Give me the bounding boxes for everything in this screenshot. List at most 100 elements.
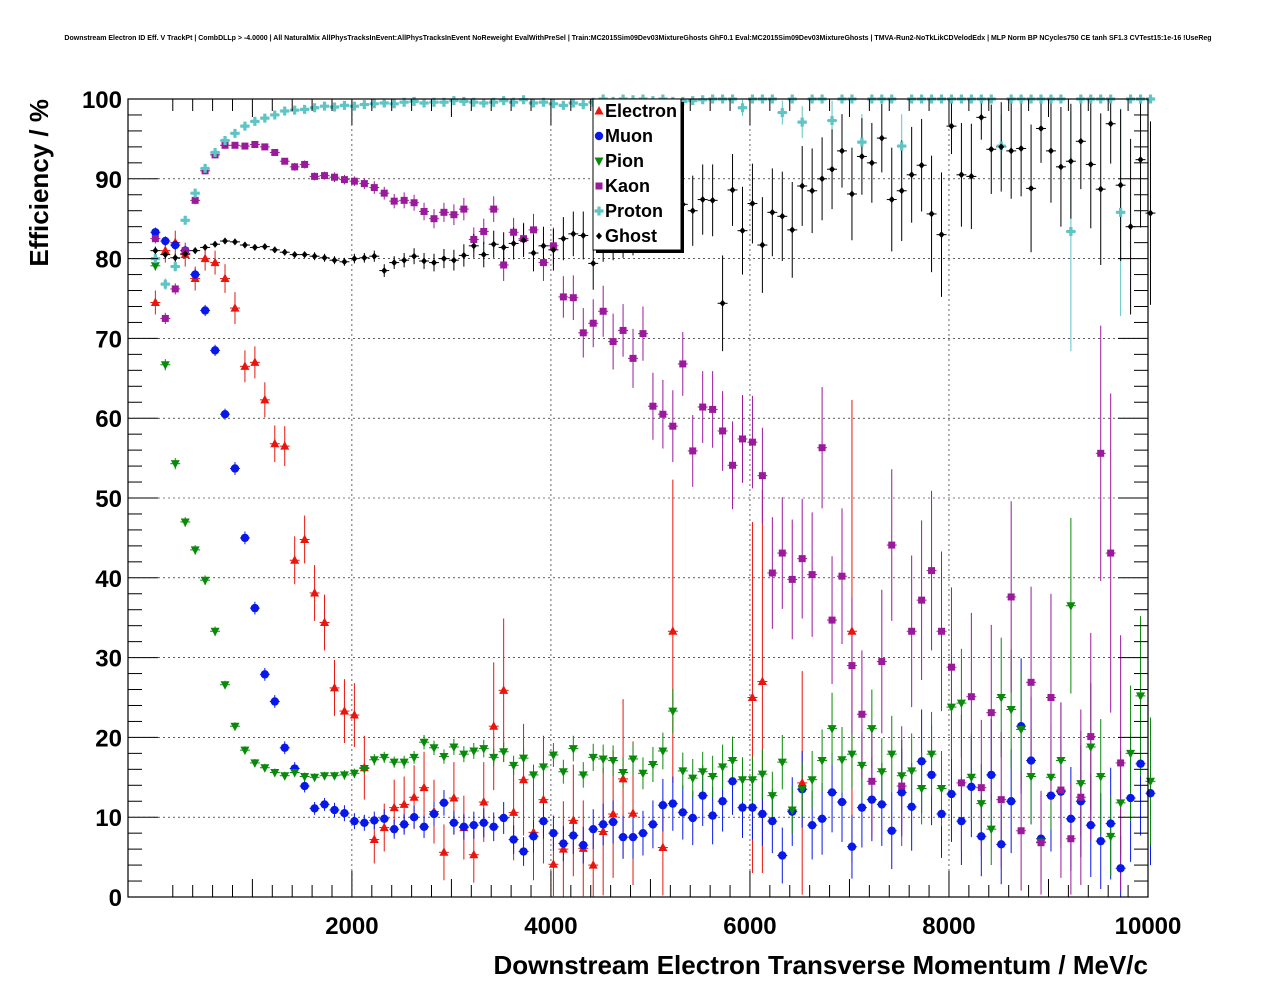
kaon-marker (281, 157, 289, 165)
pion-marker (887, 750, 897, 760)
kaon-marker (400, 196, 408, 204)
pion-marker (320, 772, 330, 781)
muon-marker (628, 832, 638, 842)
ghost-marker (580, 231, 587, 239)
muon-marker (171, 240, 180, 250)
muon-marker (997, 840, 1006, 849)
kaon-marker (987, 709, 995, 717)
electron-marker (757, 676, 767, 686)
ghost-marker (480, 251, 487, 259)
muon-marker (618, 832, 628, 842)
proton-marker (190, 188, 200, 198)
pion-marker (1066, 602, 1076, 611)
y-tick-label: 30 (95, 646, 122, 673)
ghost-marker (431, 259, 437, 267)
proton-marker (429, 97, 439, 107)
pion-marker (678, 767, 688, 776)
pion-marker (937, 784, 947, 794)
muon-marker (220, 410, 230, 419)
muon-marker (1026, 756, 1036, 765)
proton-marker (419, 98, 429, 108)
proton-marker (280, 106, 290, 116)
pion-marker (588, 753, 598, 763)
pion-marker (907, 767, 917, 776)
electron-marker (668, 626, 678, 635)
pion-marker (867, 725, 877, 734)
legend-muon-label: Muon (605, 126, 653, 146)
electron-marker (598, 826, 608, 836)
ghost-marker (411, 252, 418, 260)
pion-marker (499, 748, 509, 757)
ghost-marker (351, 255, 358, 263)
ghost-marker (719, 299, 726, 307)
kaon-marker (888, 541, 896, 549)
kaon-marker (977, 784, 985, 792)
legend-kaon-marker (595, 182, 603, 190)
y-tick-label: 0 (109, 885, 122, 912)
kaon-marker (828, 616, 836, 624)
kaon-marker (241, 142, 249, 150)
tick-labels: 2000 4000 6000 8000 10000 0 10 20 30 40 50 60 70 80 90… (82, 87, 1181, 940)
kaon-marker (530, 226, 538, 234)
kaon-marker (1117, 759, 1125, 767)
kaon-marker (928, 567, 936, 575)
ghost-marker (182, 250, 189, 258)
pion-marker (976, 800, 986, 809)
muon-marker (1086, 820, 1095, 830)
ghost-marker (281, 248, 288, 256)
pion-marker (469, 747, 479, 756)
ghost-marker (401, 256, 408, 264)
pion-marker (230, 722, 240, 732)
kaon-marker (380, 189, 388, 197)
kaon-marker (629, 354, 637, 362)
electron-marker (658, 842, 668, 852)
grid-lines (128, 99, 1149, 897)
ghost-marker (988, 145, 995, 153)
pion-marker (250, 759, 260, 768)
ghost-marker (769, 208, 776, 216)
ghost-marker (1097, 185, 1104, 193)
proton-marker (519, 95, 529, 105)
ghost-marker (500, 243, 507, 251)
muon-marker (240, 533, 250, 543)
legend-pion-label: Pion (605, 151, 644, 171)
pion-marker (797, 785, 807, 795)
ghost-marker (878, 134, 885, 142)
proton-marker (260, 113, 270, 123)
muon-marker (360, 818, 369, 827)
muon-marker (698, 791, 707, 800)
pion-marker (747, 776, 757, 785)
pion-marker (1056, 757, 1066, 766)
ghost-marker (1028, 184, 1035, 192)
ghost-marker (888, 196, 895, 204)
legend-kaon-label: Kaon (605, 176, 650, 196)
proton-marker (230, 128, 240, 138)
kaon-marker (957, 779, 965, 787)
muon-marker (260, 670, 270, 679)
muon-marker (748, 803, 757, 812)
ghost-marker (381, 267, 388, 275)
ghost-marker (709, 196, 716, 204)
muon-marker (718, 797, 727, 806)
pion-marker (1006, 705, 1016, 715)
pion-marker (837, 756, 847, 765)
kaon-marker (729, 461, 737, 469)
electron-marker (419, 782, 429, 792)
muon-marker (638, 828, 648, 838)
pion-marker (1086, 743, 1096, 752)
proton-marker (857, 137, 867, 147)
ghost-marker (759, 241, 766, 249)
electron-marker (558, 844, 568, 853)
electron-marker (150, 297, 160, 306)
pion-marker (608, 757, 618, 766)
muon-marker (151, 228, 160, 237)
x-tick-label: 2000 (325, 913, 378, 940)
ghost-marker (460, 251, 467, 259)
kaon-marker (868, 777, 876, 785)
proton-marker (797, 117, 807, 127)
pion-marker (827, 725, 837, 734)
muon-marker (161, 236, 170, 246)
muon-marker (758, 809, 767, 819)
kaon-marker (1047, 694, 1055, 701)
ghost-marker (510, 239, 517, 247)
